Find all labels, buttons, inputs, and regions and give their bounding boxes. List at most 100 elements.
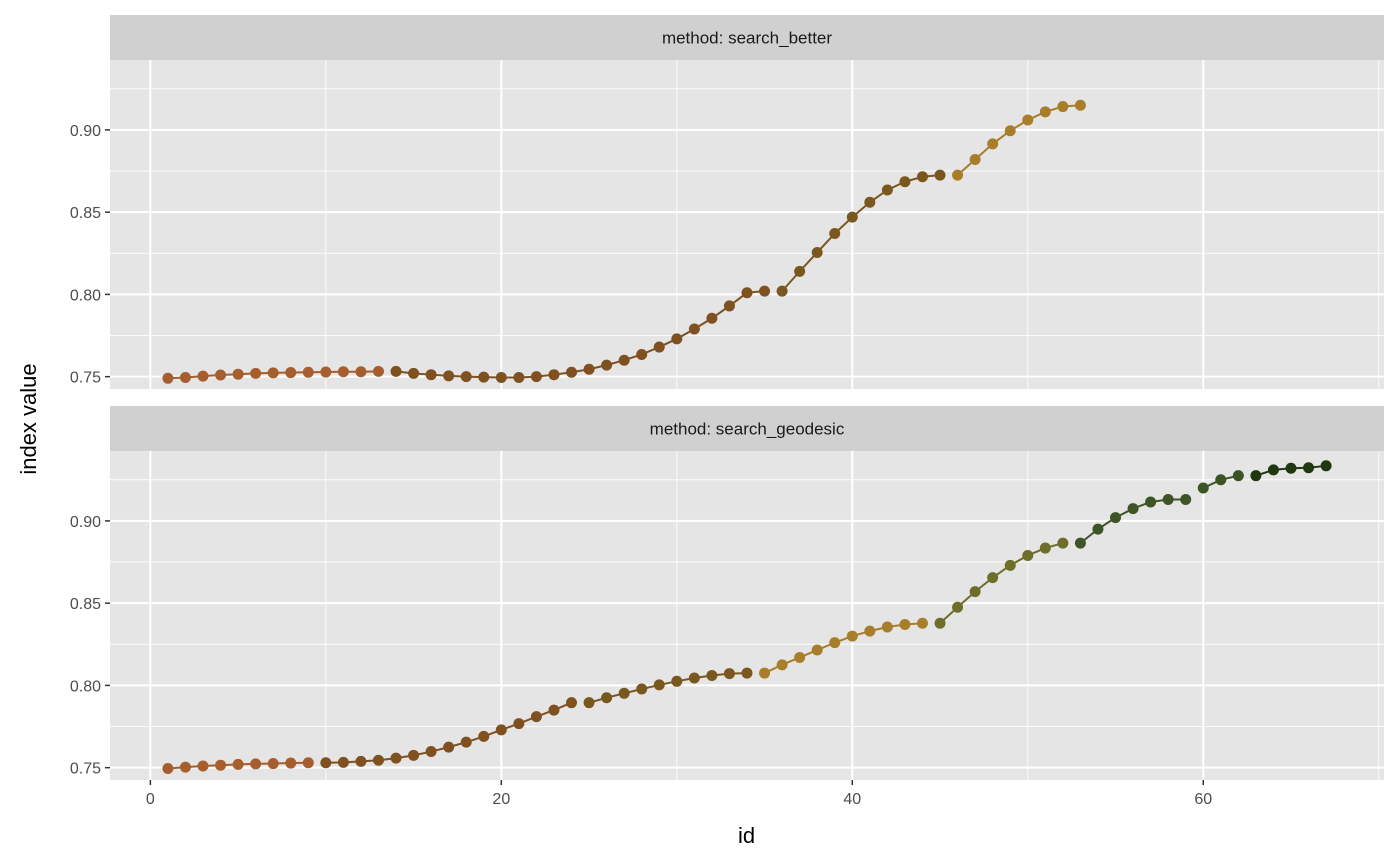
- data-point: [952, 169, 964, 181]
- data-point: [583, 363, 595, 375]
- data-point: [425, 369, 437, 381]
- data-point: [688, 323, 700, 335]
- data-point: [232, 758, 244, 770]
- facet-panels: method: search_better0.750.800.850.90met…: [70, 15, 1384, 780]
- data-point: [372, 754, 384, 766]
- data-point: [899, 176, 911, 188]
- data-point: [1092, 523, 1104, 535]
- data-point: [548, 704, 560, 716]
- data-point: [916, 617, 928, 629]
- data-point: [776, 285, 788, 297]
- x-tick-label: 40: [843, 791, 861, 808]
- data-point: [215, 759, 227, 771]
- data-point: [302, 366, 314, 378]
- data-point: [759, 667, 771, 679]
- data-point: [864, 625, 876, 637]
- data-point: [776, 659, 788, 671]
- data-point: [1074, 99, 1086, 111]
- data-point: [1022, 549, 1034, 561]
- data-point: [1232, 470, 1244, 482]
- data-point: [934, 169, 946, 181]
- data-point: [390, 752, 402, 764]
- y-tick-label: 0.75: [70, 761, 101, 778]
- data-point: [460, 371, 472, 383]
- facet-1: method: search_geodesic 0.75 0.80 0.85 0.90: [70, 406, 1384, 780]
- y-tick-label: 0.75: [70, 370, 101, 387]
- data-point: [636, 683, 648, 695]
- data-point: [408, 749, 420, 761]
- data-point: [916, 171, 928, 183]
- facet-0: method: search_better 0.75 0.80 0.85 0.90: [70, 15, 1384, 389]
- data-point: [829, 637, 841, 649]
- data-point: [671, 675, 683, 687]
- data-point: [636, 348, 648, 360]
- y-tick-label: 0.80: [70, 678, 101, 695]
- data-point: [1180, 494, 1192, 506]
- data-point: [215, 369, 227, 381]
- data-point: [881, 184, 893, 196]
- data-point: [1057, 101, 1069, 113]
- data-point: [1110, 512, 1122, 524]
- y-tick-label: 0.80: [70, 287, 101, 304]
- data-point: [162, 372, 174, 384]
- data-point: [618, 354, 630, 366]
- data-point: [794, 651, 806, 663]
- data-point: [1267, 464, 1279, 476]
- data-point: [952, 601, 964, 613]
- data-point: [723, 300, 735, 312]
- data-point: [1145, 496, 1157, 508]
- data-point: [934, 617, 946, 629]
- x-tick-label: 60: [1194, 791, 1212, 808]
- data-point: [478, 730, 490, 742]
- x-axis-title: id: [738, 823, 755, 848]
- data-point: [250, 758, 262, 770]
- y-axis-title: index value: [16, 363, 41, 474]
- data-point: [566, 697, 578, 709]
- data-point: [601, 692, 613, 704]
- data-point: [530, 711, 542, 723]
- data-point: [179, 371, 191, 383]
- data-point: [794, 265, 806, 277]
- y-tick-label: 0.85: [70, 596, 101, 613]
- data-point: [1285, 462, 1297, 474]
- data-point: [987, 572, 999, 584]
- x-tick-label: 20: [492, 791, 510, 808]
- panel-background: [110, 60, 1384, 389]
- data-point: [706, 670, 718, 682]
- data-point: [197, 760, 209, 772]
- data-point: [460, 736, 472, 748]
- data-point: [1039, 106, 1051, 118]
- data-point: [302, 757, 314, 769]
- data-point: [179, 761, 191, 773]
- data-point: [618, 687, 630, 699]
- y-tick-label: 0.90: [70, 514, 101, 531]
- series-line-2: [781, 174, 941, 292]
- x-axis: 0 20 40 60: [146, 780, 1212, 808]
- x-tick-label: 0: [146, 791, 155, 808]
- data-point: [513, 718, 525, 730]
- data-point: [320, 757, 332, 769]
- data-point: [267, 367, 279, 379]
- data-point: [811, 246, 823, 258]
- data-point: [1057, 537, 1069, 549]
- data-point: [899, 619, 911, 631]
- data-point: [987, 138, 999, 150]
- data-point: [759, 285, 771, 297]
- data-point: [390, 365, 402, 377]
- facet-strip: [110, 15, 1384, 60]
- data-point: [969, 154, 981, 166]
- data-point: [425, 746, 437, 758]
- data-point: [408, 367, 420, 379]
- data-point: [811, 644, 823, 656]
- series-line-3: [764, 622, 923, 674]
- data-point: [250, 367, 262, 379]
- data-point: [583, 697, 595, 709]
- data-point: [741, 667, 753, 679]
- data-point: [548, 369, 560, 381]
- data-point: [864, 196, 876, 208]
- data-point: [443, 370, 455, 382]
- data-point: [478, 371, 490, 383]
- data-point: [320, 366, 332, 378]
- data-point: [723, 668, 735, 680]
